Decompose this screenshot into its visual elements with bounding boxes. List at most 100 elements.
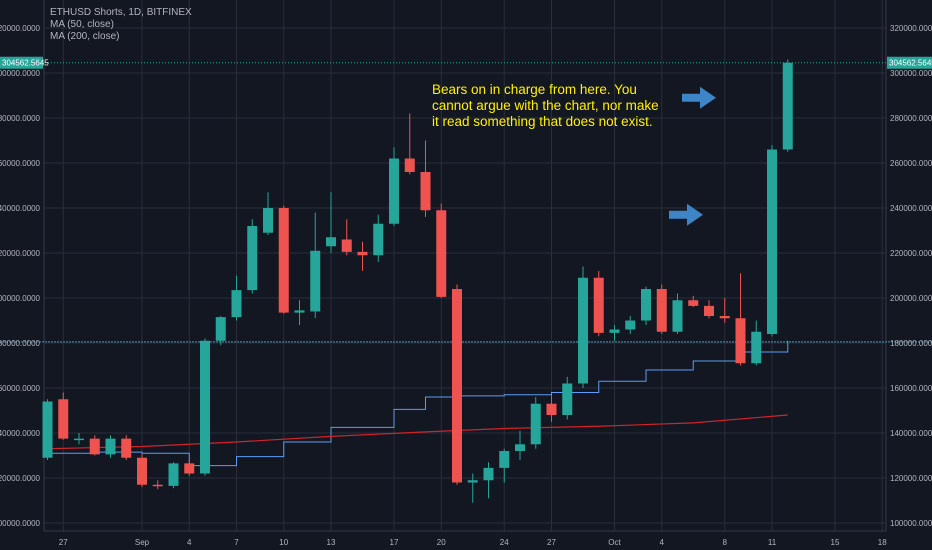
candle [294, 300, 305, 325]
candle-body [357, 251, 368, 256]
ma50-line [47, 340, 789, 467]
x-tick-label: 4 [187, 538, 192, 547]
last-price-label-left: 304562.5645 [2, 59, 49, 68]
candle-body [499, 451, 510, 468]
arrow-lower-icon [669, 203, 703, 226]
candle-body [641, 289, 651, 321]
candle [420, 140, 431, 217]
candle [530, 397, 541, 449]
candles [42, 59, 793, 503]
x-tick-label: 17 [390, 538, 399, 547]
candle-body [231, 290, 242, 318]
candle-body [184, 463, 195, 474]
candle-body [625, 320, 636, 330]
ma200-line [47, 414, 788, 450]
candle [404, 113, 415, 175]
candle [625, 316, 636, 334]
arrow-upper-icon [682, 86, 716, 109]
candle [263, 192, 273, 235]
candle [278, 205, 289, 314]
candle [609, 325, 620, 341]
candle [184, 460, 195, 476]
candle [326, 192, 336, 253]
candle-body [515, 444, 525, 451]
x-tick-label: 13 [327, 538, 336, 547]
x-tick-label: 24 [500, 538, 509, 547]
candle [467, 473, 478, 503]
candle-body [200, 340, 210, 474]
y-tick-label-right: 260000.0000 [890, 159, 932, 168]
annotation-text: Bears on in charge from here. You cannot… [432, 82, 659, 130]
x-tick-label: 15 [831, 538, 840, 547]
candle-body [609, 329, 620, 333]
candle-body [152, 484, 163, 487]
x-tick-label: 18 [878, 538, 887, 547]
y-tick-label-right: 180000.0000 [890, 339, 932, 348]
candle-body [326, 237, 336, 247]
candle-body [58, 399, 69, 439]
candle-body [294, 310, 305, 313]
candle-body [105, 438, 116, 455]
candle-body [436, 210, 447, 297]
y-tick-label-right: 240000.0000 [890, 204, 932, 213]
chart-title[interactable]: ETHUSD Shorts, 1D, BITFINEX [50, 7, 192, 18]
candle [483, 462, 494, 499]
candle-body [656, 289, 667, 332]
x-tick-label: 11 [768, 538, 777, 547]
y-tick-label-left: 100000.0000 [0, 519, 41, 528]
candle-body [168, 463, 179, 486]
candle [499, 448, 510, 483]
candle [672, 293, 683, 334]
candle-body [404, 158, 415, 172]
candle [436, 203, 447, 298]
candle [200, 338, 210, 476]
candle-body [546, 403, 557, 415]
candle-body [452, 289, 462, 483]
candle-body [263, 208, 273, 233]
annotation-line: cannot argue with the chart, nor make [432, 98, 659, 113]
candle [641, 286, 651, 325]
arrows [669, 86, 716, 226]
candle [152, 480, 163, 490]
candle-body [373, 223, 384, 256]
candle [389, 147, 399, 226]
y-tick-label-left: 300000.0000 [0, 69, 41, 78]
candle [341, 219, 352, 256]
y-tick-label-left: 280000.0000 [0, 114, 41, 123]
candle-body [593, 277, 604, 333]
x-tick-label: Oct [608, 538, 621, 547]
y-tick-label-left: 240000.0000 [0, 204, 41, 213]
candle [546, 394, 557, 422]
x-tick-label: Sep [135, 538, 150, 547]
y-tick-label-left: 200000.0000 [0, 294, 41, 303]
y-tick-label-right: 220000.0000 [890, 249, 932, 258]
candle-body [89, 438, 100, 455]
candle [74, 433, 84, 445]
x-tick-label: 20 [437, 538, 446, 547]
annotation-line: it read something that does not exist. [432, 114, 653, 129]
ma50-legend[interactable]: MA (50, close) [50, 19, 114, 30]
candle [168, 462, 179, 489]
candle-body [735, 318, 746, 364]
candle-body [483, 467, 494, 481]
y-tick-label-right: 120000.0000 [890, 474, 932, 483]
legend: ETHUSD Shorts, 1D, BITFINEX MA (50, clos… [50, 7, 192, 43]
candle-body [121, 438, 132, 458]
candle [593, 271, 604, 337]
candle [215, 316, 226, 346]
candle [656, 284, 667, 334]
candle-body [530, 403, 541, 445]
x-tick-label: 27 [547, 538, 556, 547]
x-tick-label: 4 [660, 538, 665, 547]
candle-body [215, 317, 226, 341]
ma200-legend[interactable]: MA (200, close) [50, 31, 120, 42]
candle-body [578, 277, 588, 384]
x-axis: 27 Sep 4 7 10 13 17 20 24 27 Oct 4 8 11 15 18 [59, 538, 887, 547]
candle [578, 266, 588, 388]
price-line [0, 62, 932, 343]
y-tick-label-right: 200000.0000 [890, 294, 932, 303]
candle [121, 435, 132, 460]
candle [231, 275, 242, 321]
y-tick-label-right: 320000.0000 [890, 24, 932, 33]
